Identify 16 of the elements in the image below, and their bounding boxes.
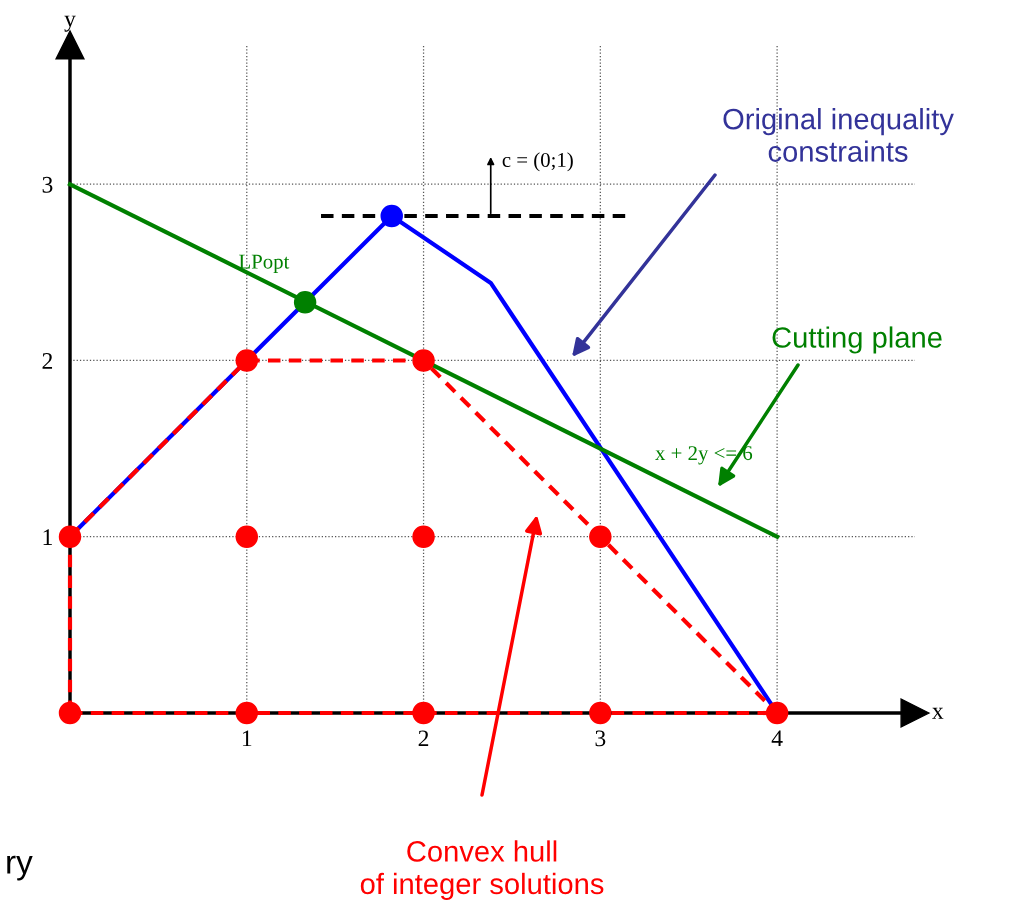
x-axis-title: x bbox=[932, 707, 944, 719]
annotation: LPopt bbox=[239, 254, 290, 273]
annotation: c = (0;1) bbox=[502, 152, 573, 172]
x-tick-label: 3 bbox=[595, 730, 606, 747]
annotation: Cutting plane bbox=[772, 326, 942, 354]
annotation: Original inequality constraints bbox=[723, 108, 954, 162]
annotation: x + 2y <= 6 bbox=[655, 446, 753, 465]
y-tick-label: 2 bbox=[42, 353, 53, 369]
y-tick-label: 3 bbox=[42, 176, 53, 193]
y-tick-label: 1 bbox=[43, 529, 52, 545]
text: ry bbox=[7, 855, 33, 881]
y-axis-title: y bbox=[64, 15, 76, 32]
x-tick-label: 1 bbox=[242, 730, 252, 747]
x-tick-label: 2 bbox=[418, 730, 429, 747]
text: Convex hull of integer solutions bbox=[360, 840, 604, 900]
x-tick-label: 4 bbox=[771, 730, 783, 747]
